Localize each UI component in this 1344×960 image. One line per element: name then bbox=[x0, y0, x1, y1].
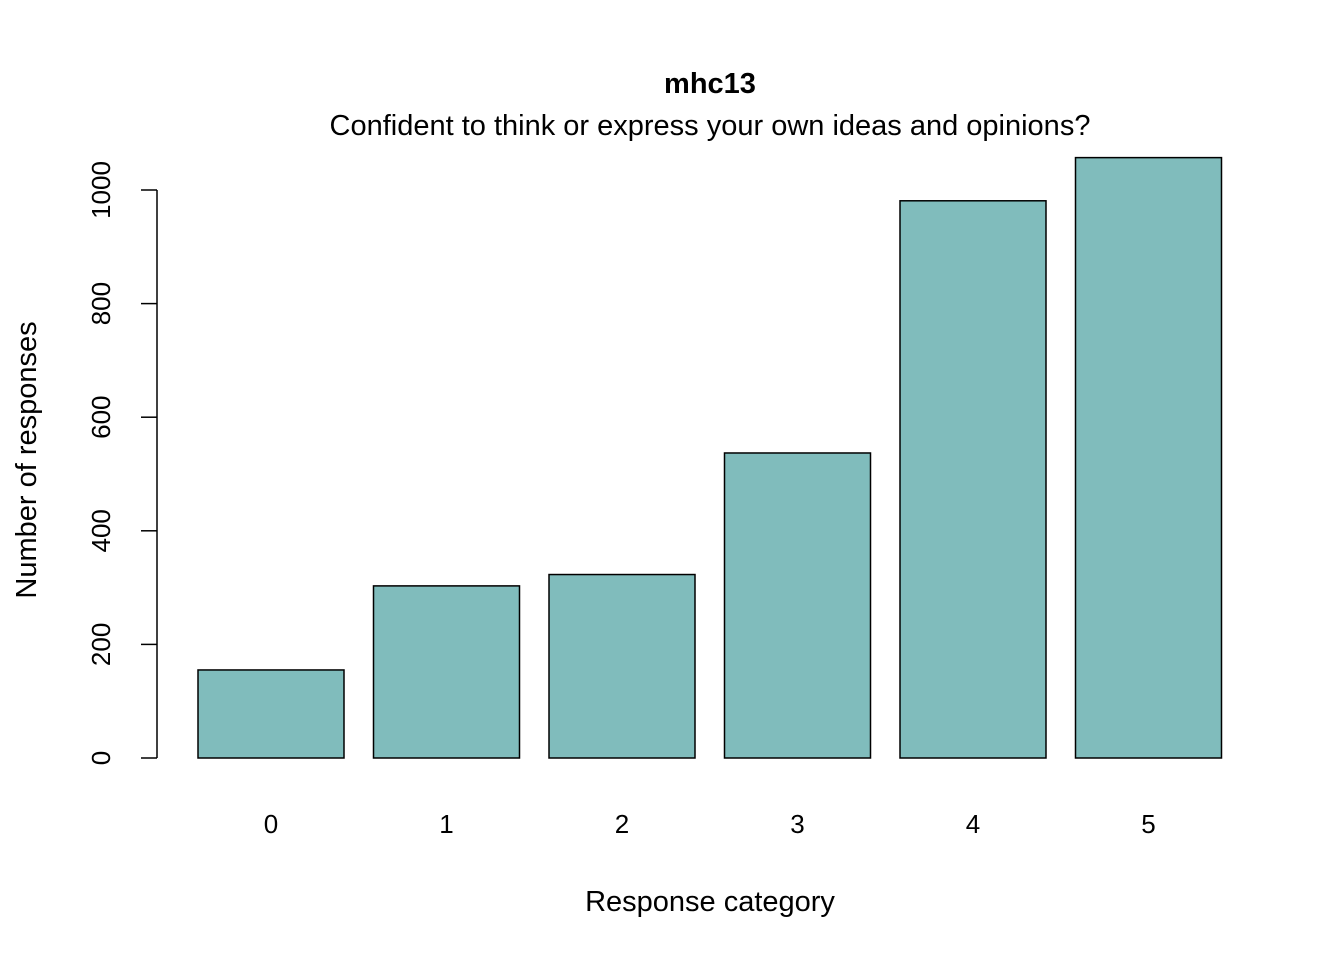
bars bbox=[197, 156, 1223, 759]
x-axis-tick-labels: 0 1 2 3 4 5 bbox=[264, 809, 1156, 839]
bar-0 bbox=[197, 669, 345, 759]
y-tick-label: 400 bbox=[86, 509, 116, 552]
x-tick-label: 2 bbox=[615, 809, 629, 839]
bar-3 bbox=[723, 452, 872, 759]
x-tick-label: 1 bbox=[439, 809, 453, 839]
y-tick-label: 800 bbox=[86, 282, 116, 325]
x-tick-label: 3 bbox=[790, 809, 804, 839]
y-tick-label: 600 bbox=[86, 396, 116, 439]
bar-4 bbox=[899, 200, 1047, 759]
chart-subtitle: Confident to think or express your own i… bbox=[330, 110, 1091, 142]
bar-1 bbox=[372, 585, 521, 759]
x-tick-label: 0 bbox=[264, 809, 278, 839]
y-tick-label: 0 bbox=[86, 751, 116, 765]
chart-title: mhc13 bbox=[664, 68, 756, 100]
x-axis-label: Response category bbox=[585, 886, 835, 918]
bar-5 bbox=[1074, 156, 1223, 759]
bar-2 bbox=[548, 573, 696, 759]
x-tick-label: 5 bbox=[1141, 809, 1155, 839]
y-tick-label: 200 bbox=[86, 623, 116, 666]
x-tick-label: 4 bbox=[966, 809, 980, 839]
y-axis-label: Number of responses bbox=[11, 321, 43, 598]
y-tick-label: 1000 bbox=[86, 161, 116, 219]
y-axis: 0 200 400 600 800 1000 bbox=[86, 161, 158, 765]
